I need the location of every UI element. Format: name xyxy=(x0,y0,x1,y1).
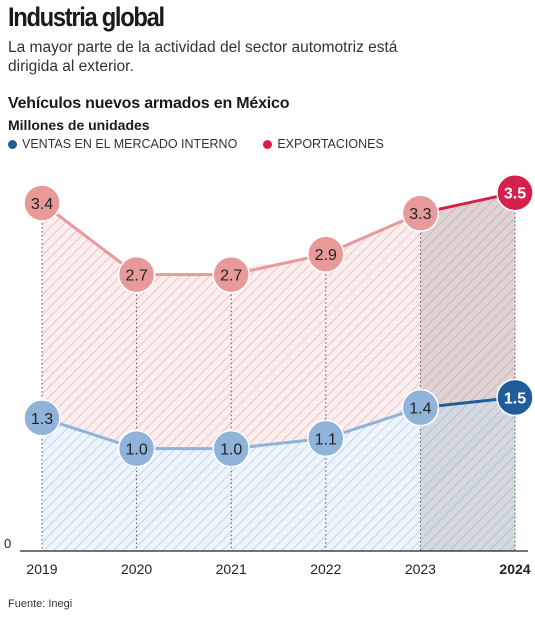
domestic-point-2023 xyxy=(401,388,440,427)
domestic-value-label-2024: 1.5 xyxy=(504,390,526,407)
domestic-value-label-2023: 1.4 xyxy=(409,401,431,418)
domestic-value-label-2021: 1.0 xyxy=(220,442,242,459)
domestic-value-label-2022: 1.1 xyxy=(315,431,337,448)
x-tick-label-2019: 2019 xyxy=(26,561,57,577)
exports-line-segment xyxy=(40,201,139,277)
exports-value-label-2020: 2.7 xyxy=(125,268,147,285)
exports-value-label-2023: 3.3 xyxy=(409,206,431,223)
x-tick-label-2024: 2024 xyxy=(499,561,530,577)
exports-value-label-2019: 3.4 xyxy=(31,196,53,213)
legend-dot-exports-icon xyxy=(263,139,273,149)
exports-value-label-2021: 2.7 xyxy=(220,268,242,285)
legend-item-exports: EXPORTACIONES xyxy=(263,137,384,151)
x-tick-label-2021: 2021 xyxy=(216,561,247,577)
legend: VENTAS EN EL MERCADO INTERNO EXPORTACION… xyxy=(8,137,384,151)
domestic-point-2021 xyxy=(212,429,250,468)
domestic-value-label-2020: 1.0 xyxy=(125,442,147,459)
exports-value-label-2024: 3.5 xyxy=(504,186,526,203)
legend-dot-domestic-icon xyxy=(8,139,17,149)
x-tick-label-2022: 2022 xyxy=(310,561,341,577)
headline: Industria global xyxy=(8,2,165,32)
legend-label-exports: EXPORTACIONES xyxy=(277,137,384,151)
subtitle: La mayor parte de la actividad del secto… xyxy=(8,39,398,75)
domestic-value-label-2019: 1.3 xyxy=(31,411,53,428)
highlight-band xyxy=(420,192,515,552)
exports-point-2020 xyxy=(117,255,156,294)
x-tick-label-2020: 2020 xyxy=(121,561,152,577)
exports-point-2023 xyxy=(401,194,440,232)
exports-area xyxy=(42,192,515,449)
legend-label-domestic: VENTAS EN EL MERCADO INTERNO xyxy=(22,137,238,151)
y-baseline-label: 0 xyxy=(4,536,11,551)
domestic-point-2019 xyxy=(23,399,61,437)
domestic-point-2020 xyxy=(117,429,156,468)
exports-point-2019 xyxy=(23,184,61,222)
domestic-point-2022 xyxy=(307,419,345,458)
x-tick-label-2023: 2023 xyxy=(405,561,436,577)
source-note: Fuente: Inegi xyxy=(8,598,73,610)
exports-point-2022 xyxy=(307,235,345,273)
y-axis-label: Millones de unidades xyxy=(8,117,150,133)
domestic-point-2024 xyxy=(496,378,534,417)
chart-title: Vehículos nuevos armados en México xyxy=(8,95,290,112)
exports-value-label-2022: 2.9 xyxy=(315,247,337,264)
domestic-area xyxy=(42,397,515,551)
exports-point-2024 xyxy=(496,173,534,212)
legend-item-domestic: VENTAS EN EL MERCADO INTERNO xyxy=(8,137,237,151)
exports-point-2021 xyxy=(212,255,250,294)
